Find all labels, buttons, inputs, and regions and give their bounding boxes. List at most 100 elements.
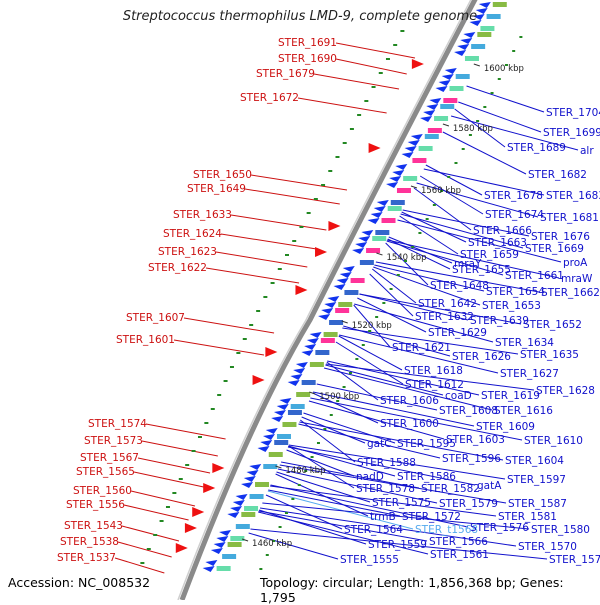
right-gene-label: STER_1597	[507, 474, 566, 486]
minus-strand-gene	[279, 398, 292, 404]
gc-marker	[364, 100, 369, 102]
left-gene-label: STER_1691	[278, 37, 337, 49]
gc-marker	[146, 548, 151, 550]
minus-strand-gene	[202, 566, 215, 572]
kbp-tick	[473, 63, 480, 67]
right-gene-label: STER_1572	[402, 511, 461, 523]
right-connector	[301, 416, 366, 444]
right-connector	[267, 490, 414, 530]
minus-strand-gene	[389, 176, 402, 182]
right-gene-label: STER_1689	[507, 142, 566, 154]
right-connector	[280, 461, 420, 489]
minus-strand-gene	[230, 506, 243, 512]
gc-marker	[277, 268, 282, 270]
minus-strand-gene	[262, 434, 275, 440]
left-connector	[141, 440, 218, 457]
gc-marker	[476, 120, 480, 122]
gc-marker	[357, 114, 362, 116]
minus-strand-gene	[265, 428, 278, 434]
right-gene-label: STER_1678	[484, 190, 543, 202]
left-gene-label: STER_1672	[240, 92, 299, 104]
gene-block	[227, 542, 242, 547]
gene-block	[290, 404, 305, 409]
right-connector	[458, 101, 542, 133]
right-gene-label: STER_1612	[405, 379, 464, 391]
gene-block	[412, 158, 427, 163]
right-gene-label: STER_1642	[418, 298, 477, 310]
right-gene-label: STER_1587	[508, 498, 567, 510]
gene-block	[486, 14, 501, 19]
left-gene-label: STER_1622	[148, 262, 207, 274]
minus-strand-gene	[441, 74, 454, 80]
minus-strand-gene	[404, 146, 417, 152]
gc-marker	[329, 414, 333, 416]
kbp-tick	[376, 252, 383, 256]
left-gene-labels: STER_1691 STER_1690 STER_1679 STER_1672 STER…	[57, 37, 337, 564]
right-gene-label: STER_1639	[470, 315, 529, 327]
gc-marker	[259, 568, 263, 570]
gene-block	[287, 410, 302, 415]
plus-strand-gene	[315, 247, 328, 257]
gc-marker	[483, 106, 487, 108]
plus-strand-gene	[295, 285, 308, 295]
kbp-label: 1600 kbp	[484, 64, 524, 74]
kbp-label: 1480 kbp	[285, 466, 325, 476]
right-connector	[357, 297, 427, 333]
right-connector	[258, 510, 428, 542]
minus-strand-gene	[213, 542, 226, 548]
right-gene-label: STER_t1568	[415, 524, 478, 536]
minus-strand-gene	[235, 494, 248, 500]
minus-strand-gene	[478, 2, 491, 8]
minus-strand-gene	[395, 164, 408, 170]
left-connector	[121, 525, 180, 542]
gc-marker	[425, 218, 429, 220]
left-connector	[173, 339, 265, 356]
gene-block	[320, 338, 335, 343]
right-connector	[303, 412, 396, 444]
right-gene-label: STER_1561	[430, 549, 489, 561]
gc-marker	[297, 484, 301, 486]
gc-marker	[270, 282, 275, 284]
right-gene-label: STER_1704	[546, 107, 600, 119]
minus-strand-gene	[342, 266, 355, 272]
gene-block	[276, 434, 291, 439]
minus-strand-gene	[392, 170, 405, 176]
minus-strand-gene	[232, 500, 245, 506]
right-gene-label: STER_1579	[439, 498, 498, 510]
kbp-tick	[341, 320, 348, 324]
minus-strand-gene	[293, 368, 306, 374]
right-connector	[312, 392, 379, 424]
minus-strand-gene	[301, 350, 314, 356]
right-connector	[338, 335, 403, 371]
gc-marker	[396, 274, 400, 276]
gene-block	[359, 260, 374, 265]
gc-marker	[378, 72, 383, 74]
gc-marker	[497, 78, 501, 80]
kbp-label: 1580 kbp	[453, 124, 493, 134]
gc-marker	[490, 92, 494, 94]
gene-block	[427, 128, 442, 133]
gene-block	[464, 56, 479, 61]
gc-marker	[165, 506, 170, 508]
gene-block	[449, 86, 464, 91]
minus-strand-gene	[438, 80, 451, 86]
right-gene-label: STER_1555	[340, 554, 399, 566]
genome-title: Streptococcus thermophilus LMD-9, comple…	[122, 9, 478, 24]
left-gene-label: STER_1633	[173, 209, 232, 221]
right-connector	[416, 182, 539, 218]
minus-strand-gene	[361, 230, 374, 236]
gc-marker	[292, 240, 297, 242]
gene-block	[249, 494, 264, 499]
right-gene-label: STER_1681	[540, 212, 599, 224]
gene-block	[424, 134, 439, 139]
right-gene-label: STER_1662	[541, 287, 600, 299]
kbp-ruler: 1600 kbp 1580 kbp 1560 kbp 1540 kbp 1520 kbp…	[241, 63, 524, 549]
gc-marker	[321, 184, 326, 186]
plus-strand-gene	[252, 375, 265, 385]
left-connector	[215, 251, 308, 268]
right-connector	[386, 240, 504, 276]
gc-marker	[519, 36, 523, 38]
gene-block	[390, 200, 405, 205]
left-connector	[183, 317, 275, 334]
